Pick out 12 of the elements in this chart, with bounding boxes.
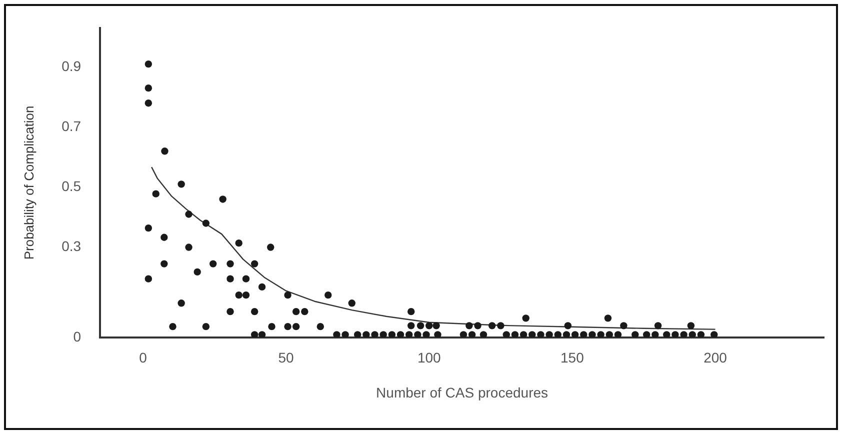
x-tick-label: 0	[139, 350, 148, 366]
x-tick-label: 150	[560, 350, 584, 366]
y-tick-label: 0.9	[62, 58, 82, 74]
y-tick-label: 0.3	[62, 238, 82, 254]
x-tick-label: 50	[278, 350, 294, 366]
y-tick-label: 0	[73, 328, 82, 344]
x-tick-label: 200	[704, 350, 728, 366]
y-axis-title: Probability of Complication	[21, 106, 36, 260]
y-tick-label: 0.7	[62, 118, 82, 134]
x-axis-title: Number of CAS procedures	[376, 384, 548, 400]
x-tick-label: 100	[417, 350, 442, 366]
y-tick-label: 0.5	[62, 178, 82, 194]
